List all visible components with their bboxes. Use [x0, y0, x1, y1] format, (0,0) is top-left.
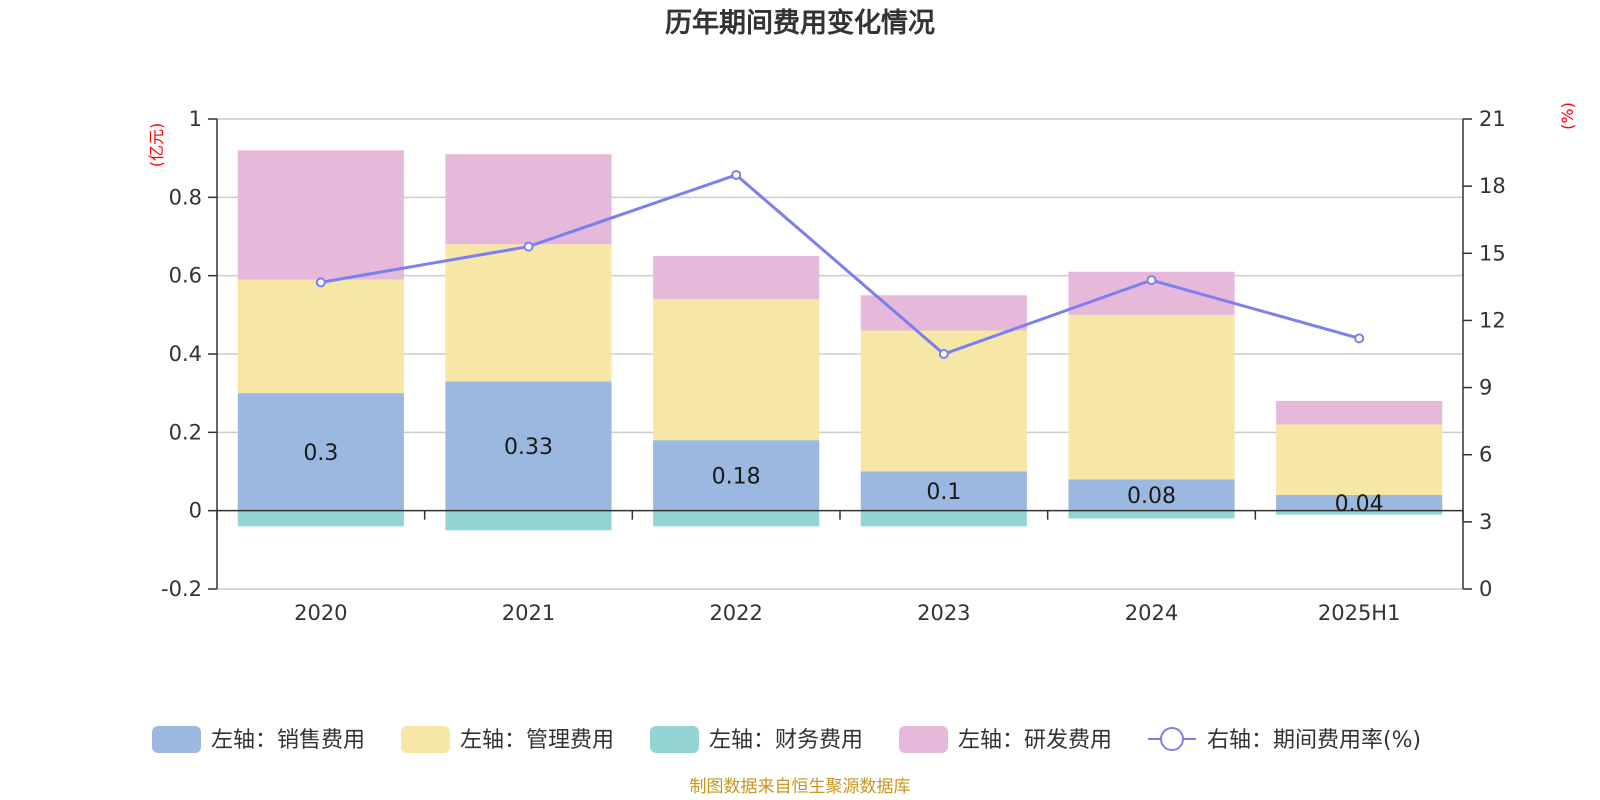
chart-title: 历年期间费用变化情况	[665, 7, 935, 39]
right-axis-tick-label: 12	[1479, 308, 1506, 332]
data-label: 0.08	[1127, 484, 1176, 509]
bar	[1068, 510, 1235, 519]
rate-point	[1146, 275, 1157, 286]
left-axis-tick-label: 0.8	[169, 185, 202, 209]
x-axis-tick-label: 2021	[502, 601, 555, 625]
legend-marker	[1160, 727, 1184, 751]
left-axis-tick-label: -0.2	[161, 577, 202, 601]
bar-group	[237, 150, 1443, 531]
x-axis-tick-label: 2022	[709, 601, 762, 625]
left-axis-tick-label: 0.6	[169, 264, 202, 288]
rate-line-path	[320, 173, 1360, 356]
bar	[237, 510, 404, 527]
rate-point	[731, 169, 742, 180]
right-axis-tick-label: 18	[1479, 174, 1506, 198]
legend-label: 左轴：财务费用	[709, 728, 863, 753]
right-axis-unit: (%)	[1558, 102, 1577, 130]
bar	[860, 510, 1027, 527]
legend-swatch	[899, 726, 948, 753]
rate-point	[938, 349, 949, 359]
x-axis-tick-label: 2023	[917, 601, 970, 625]
data-label: 0.33	[504, 435, 553, 460]
rate-point	[1354, 333, 1365, 344]
bar-labels: 0.3 0.33 0.18 0.1 0.08 0.04	[303, 435, 1383, 517]
legend-label: 左轴：研发费用	[958, 728, 1112, 753]
right-axis-tick-label: 0	[1479, 577, 1492, 601]
data-label: 0.04	[1335, 492, 1384, 517]
rate-point	[523, 241, 534, 252]
bar	[860, 471, 1027, 511]
bar	[445, 154, 612, 245]
data-label: 0.18	[712, 464, 761, 489]
right-axis-tick-label: 21	[1479, 107, 1506, 131]
bar	[1276, 510, 1443, 515]
legend-label: 左轴：销售费用	[211, 728, 365, 753]
right-axis-tick-label: 3	[1479, 510, 1492, 534]
bar	[1276, 401, 1443, 425]
data-label: 0.1	[926, 480, 961, 505]
legend-label: 右轴：期间费用率(%)	[1207, 728, 1421, 753]
data-label: 0.3	[303, 441, 338, 466]
legend: 左轴：销售费用 左轴：管理费用 左轴：财务费用 左轴：研发费用 右轴：期间费用率(%)	[152, 726, 1421, 753]
left-axis-tick-label: 1	[189, 107, 202, 131]
right-axis-tick-label: 9	[1479, 376, 1492, 400]
rate-line	[315, 169, 1365, 359]
axes: -0.2 0 0.2 0.4 0.6 0.8 1 0 3 6 9 12 15 18 21 2020 2021 20…	[161, 107, 1506, 625]
x-axis-tick-label: 2024	[1125, 601, 1178, 625]
bar	[653, 510, 820, 527]
bar	[860, 295, 1027, 331]
bar	[1068, 479, 1235, 511]
bar	[445, 381, 612, 511]
legend-swatch	[152, 726, 201, 753]
right-axis-tick-label: 15	[1479, 241, 1506, 265]
x-axis-tick-label: 2025H1	[1318, 601, 1401, 625]
x-axis-tick-label: 2020	[294, 601, 347, 625]
left-axis-tick-label: 0.4	[169, 342, 202, 366]
legend-swatch	[401, 726, 450, 753]
bar	[1068, 314, 1235, 480]
left-axis-tick-label: 0.2	[169, 420, 202, 444]
rate-point	[315, 277, 326, 288]
bar	[653, 440, 820, 511]
left-axis-tick-label: 0	[189, 499, 202, 523]
data-source: 制图数据来自恒生聚源数据库	[690, 777, 911, 797]
bar	[1276, 424, 1443, 495]
bar	[237, 393, 404, 511]
legend-label: 左轴：管理费用	[460, 728, 614, 753]
bar	[653, 256, 820, 300]
bar	[1276, 495, 1443, 511]
bar	[445, 510, 612, 531]
bar	[653, 299, 820, 441]
right-axis-tick-label: 6	[1479, 443, 1492, 467]
bar	[445, 244, 612, 382]
bar	[237, 279, 404, 394]
left-axis-unit: (亿元)	[147, 123, 166, 168]
legend-swatch	[650, 726, 699, 753]
bar	[237, 150, 404, 280]
grid-lines	[217, 118, 1463, 590]
